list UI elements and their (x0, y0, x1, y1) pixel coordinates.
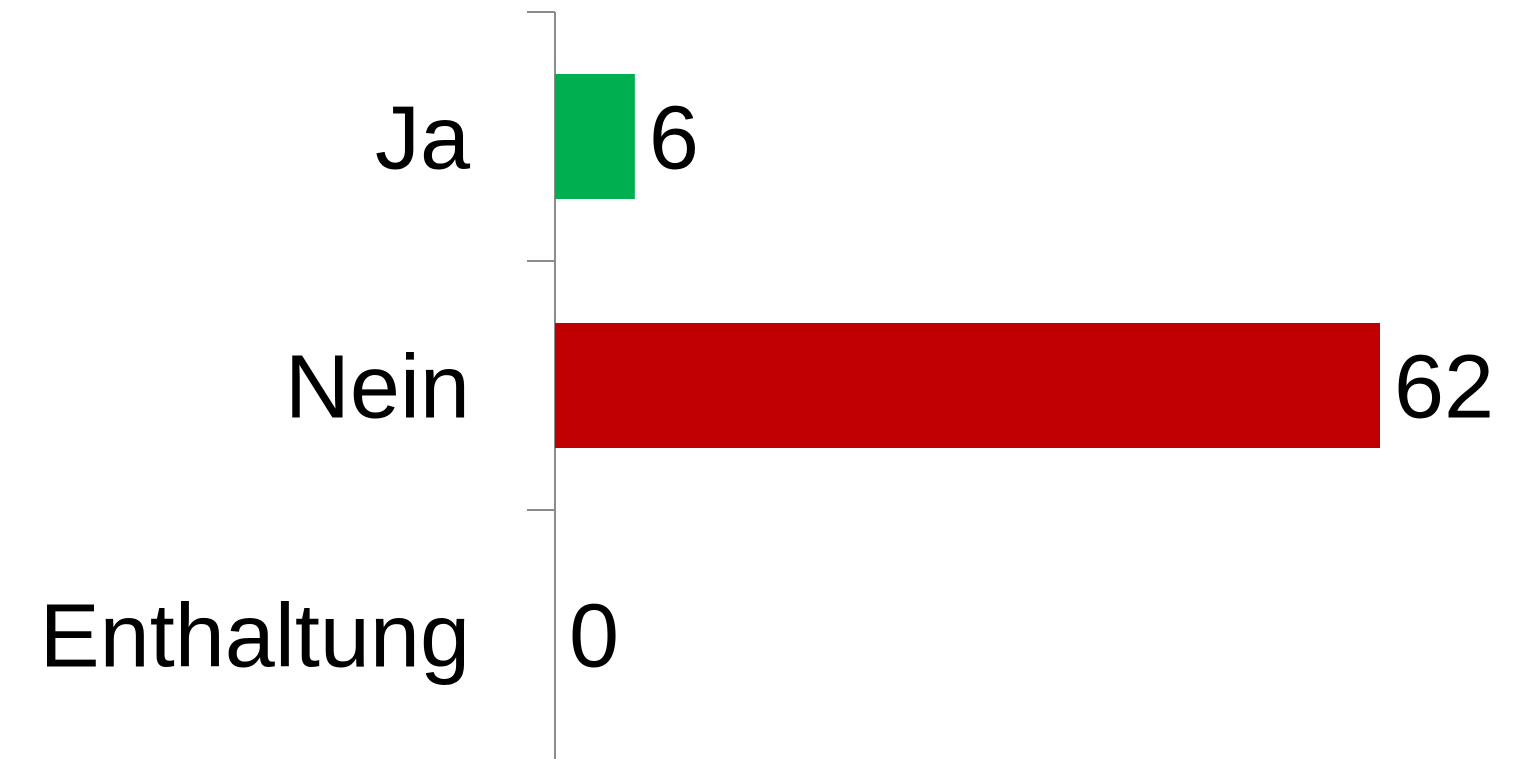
data-label: 62 (1394, 338, 1494, 438)
category-axis (527, 11, 556, 759)
data-label: 0 (569, 587, 619, 687)
labels: Ja 6 Nein 62 Enthaltung 0 (40, 89, 1494, 687)
category-label: Nein (285, 338, 470, 438)
data-label: 6 (649, 89, 699, 189)
bars (555, 74, 1380, 448)
category-label: Ja (375, 89, 471, 189)
category-label: Enthaltung (40, 587, 470, 687)
bar-ja (555, 74, 635, 199)
bar-nein (555, 323, 1380, 448)
